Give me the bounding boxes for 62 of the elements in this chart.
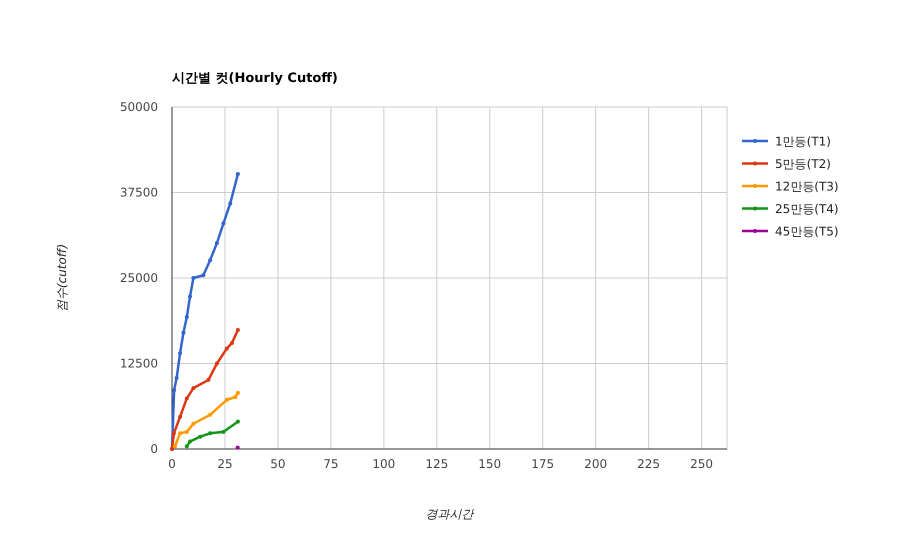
point <box>188 439 192 444</box>
x-axis-title: 경과시간 <box>426 507 474 521</box>
point <box>221 221 226 226</box>
point <box>236 446 240 450</box>
x-tick-label: 100 <box>372 457 396 471</box>
x-tick-label: 50 <box>270 457 286 471</box>
point <box>230 340 234 345</box>
point <box>208 412 212 417</box>
point <box>208 258 212 262</box>
x-tick-label: 250 <box>690 457 714 471</box>
point <box>184 396 189 400</box>
point <box>236 390 240 395</box>
point <box>184 444 189 448</box>
point <box>184 430 189 434</box>
line-series <box>184 420 240 448</box>
x-tick-label: 125 <box>425 457 448 471</box>
point <box>224 398 229 402</box>
point <box>181 330 186 335</box>
y-tick-label: 50000 <box>120 100 158 114</box>
x-tick-label: 175 <box>531 457 554 471</box>
legend-label: 25만등(T4) <box>775 202 839 216</box>
point <box>184 314 189 319</box>
legend-label: 12만등(T3) <box>775 180 839 194</box>
point <box>214 362 219 366</box>
y-tick-label: 0 <box>150 442 158 456</box>
point <box>228 201 232 206</box>
point <box>191 386 196 390</box>
x-tick-label: 25 <box>217 457 233 471</box>
y-tick-label: 25000 <box>120 271 158 285</box>
legend-label: 5만등(T2) <box>775 157 831 171</box>
point <box>191 422 196 426</box>
y-tick-label: 37500 <box>120 186 158 200</box>
point <box>208 431 212 436</box>
point <box>172 388 176 392</box>
x-tick-label: 150 <box>478 457 502 471</box>
point <box>233 395 238 400</box>
legend-label: 1만등(T1) <box>775 134 831 148</box>
point <box>174 376 179 380</box>
point <box>172 444 177 448</box>
point <box>198 434 202 439</box>
point <box>214 241 219 246</box>
point <box>224 346 229 350</box>
point <box>172 431 176 436</box>
point <box>236 328 240 332</box>
x-tick-label: 200 <box>584 457 608 471</box>
point <box>178 431 182 436</box>
y-tick-label: 12500 <box>120 356 158 370</box>
point <box>201 273 206 278</box>
legend-label: 45만등(T5) <box>775 224 839 238</box>
x-tick-label: 75 <box>323 457 339 471</box>
point <box>236 420 240 424</box>
point <box>206 378 210 382</box>
point <box>178 351 182 356</box>
point <box>188 294 192 298</box>
x-tick-label: 225 <box>637 457 660 471</box>
chart-title: 시간별 컷(Hourly Cutoff) <box>172 71 338 86</box>
x-tick-label: 0 <box>168 457 176 471</box>
point <box>178 414 182 419</box>
y-axis-title: 점수(cutoff) <box>55 244 69 312</box>
point <box>221 430 226 434</box>
point <box>236 172 240 176</box>
point <box>191 276 196 280</box>
